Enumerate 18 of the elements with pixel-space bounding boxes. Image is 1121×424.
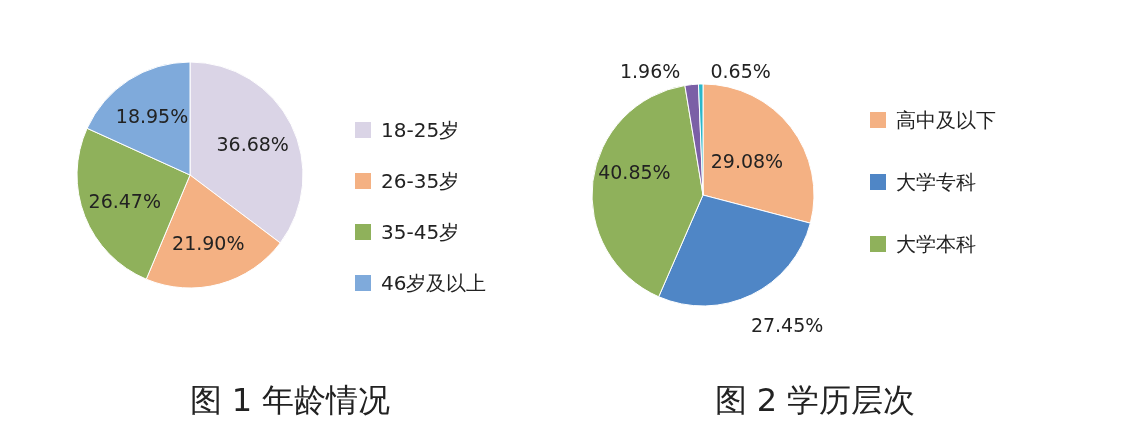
text: 图 2 学历层次 [714,381,916,419]
data-label: 40.85% [598,161,671,184]
data-label: 21.90% [172,231,245,254]
data-label: 26.47% [88,189,161,212]
legend-label: 18-25岁 [381,118,460,142]
legend-label: 高中及以下 [896,108,996,132]
data-label: 36.68% [216,132,289,155]
data-label: 18.95% [115,105,189,128]
legend-label: 26-35岁 [381,169,460,193]
data-label: 1.96% [619,60,681,83]
data-label: 29.08% [710,150,784,173]
text: 图 1 年龄情况 [189,381,391,419]
legend-label: 35-45岁 [381,220,460,244]
legend-label: 大学专科 [896,170,976,194]
legend-label: 大学本科 [896,232,976,256]
data-label: 27.45% [750,313,824,336]
data-label: 0.65% [710,59,771,82]
legend-label: 46岁及以上 [381,271,487,295]
